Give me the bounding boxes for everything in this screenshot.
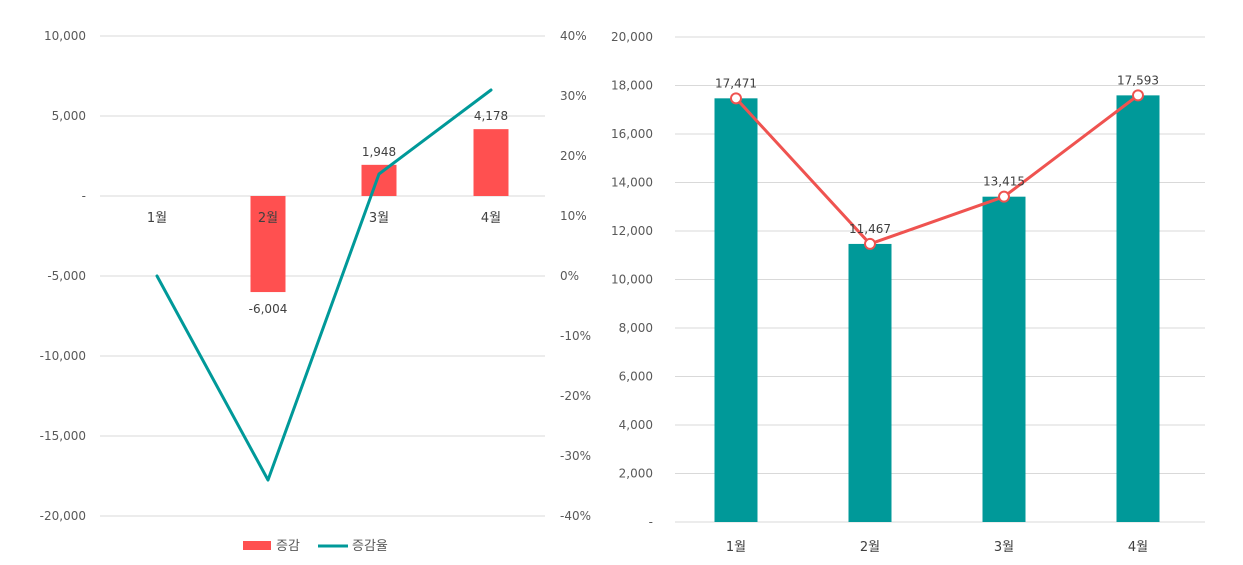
x-category-label: 1월 bbox=[147, 211, 167, 226]
x-category-label: 3월 bbox=[369, 211, 389, 226]
bar-data-label: -6,004 bbox=[249, 302, 288, 316]
line-monthly-total bbox=[734, 94, 1139, 246]
legend-label-change: 증감 bbox=[276, 539, 300, 554]
line-marker bbox=[864, 237, 876, 250]
bar-change bbox=[361, 164, 397, 196]
x-category-label: 1월 bbox=[726, 540, 746, 555]
legend-swatch-change bbox=[243, 541, 271, 550]
y-right-tick-label: 40% bbox=[560, 29, 587, 43]
bar-monthly-total bbox=[982, 196, 1026, 522]
x-category-label: 4월 bbox=[481, 211, 501, 226]
bar-data-label: 1,948 bbox=[362, 145, 396, 159]
y-tick-label: 20,000 bbox=[611, 30, 653, 44]
y-tick-label: 8,000 bbox=[619, 321, 653, 335]
y-left-tick-label: - bbox=[82, 189, 86, 203]
line-marker bbox=[730, 92, 742, 105]
change-chart: -20,000-15,000-10,000-5,000-5,00010,000-… bbox=[40, 29, 591, 554]
line-data-label: 17,471 bbox=[715, 76, 757, 90]
line-data-label: 17,593 bbox=[1117, 73, 1159, 87]
x-category-label: 4월 bbox=[1128, 540, 1148, 555]
y-right-tick-label: -30% bbox=[560, 449, 591, 463]
line-data-label: 11,467 bbox=[849, 222, 891, 236]
bar-monthly-total bbox=[848, 243, 892, 523]
y-tick-label: 14,000 bbox=[611, 176, 653, 190]
x-category-label: 3월 bbox=[994, 540, 1014, 555]
bar-monthly-total bbox=[1116, 95, 1160, 522]
bar-change bbox=[473, 129, 509, 196]
line-change-rate bbox=[155, 88, 493, 482]
x-category-label: 2월 bbox=[258, 211, 278, 226]
y-right-tick-label: 30% bbox=[560, 89, 587, 103]
y-tick-label: 2,000 bbox=[619, 467, 653, 481]
y-right-tick-label: 10% bbox=[560, 209, 587, 223]
line-marker bbox=[1132, 89, 1144, 102]
line-marker bbox=[998, 190, 1010, 203]
x-category-label: 2월 bbox=[860, 540, 880, 555]
y-right-tick-label: -40% bbox=[560, 509, 591, 523]
bar-change bbox=[250, 196, 286, 293]
y-left-tick-label: -10,000 bbox=[40, 349, 86, 363]
y-right-tick-label: -10% bbox=[560, 329, 591, 343]
y-tick-label: 18,000 bbox=[611, 79, 653, 93]
y-left-tick-label: -20,000 bbox=[40, 509, 86, 523]
y-right-tick-label: 20% bbox=[560, 149, 587, 163]
y-right-tick-label: 0% bbox=[560, 269, 579, 283]
y-tick-label: 16,000 bbox=[611, 127, 653, 141]
y-left-tick-label: -5,000 bbox=[47, 269, 86, 283]
y-tick-label: 6,000 bbox=[619, 370, 653, 384]
y-right-tick-label: -20% bbox=[560, 389, 591, 403]
y-tick-label: 10,000 bbox=[611, 273, 653, 287]
y-tick-label: - bbox=[649, 515, 653, 529]
bar-data-label: 4,178 bbox=[474, 109, 508, 123]
line-data-label: 13,415 bbox=[983, 175, 1025, 189]
y-left-tick-label: 10,000 bbox=[44, 29, 86, 43]
monthly-total-chart: - 2,000 4,000 6,000 8,000 10,000 12,000 14,000 1… bbox=[611, 30, 1205, 555]
y-left-tick-label: 5,000 bbox=[52, 109, 86, 123]
y-tick-label: 4,000 bbox=[619, 418, 653, 432]
bar-monthly-total bbox=[714, 98, 758, 522]
y-left-tick-label: -15,000 bbox=[40, 429, 86, 443]
y-tick-label: 12,000 bbox=[611, 224, 653, 238]
legend-label-change-rate: 증감율 bbox=[352, 539, 388, 554]
